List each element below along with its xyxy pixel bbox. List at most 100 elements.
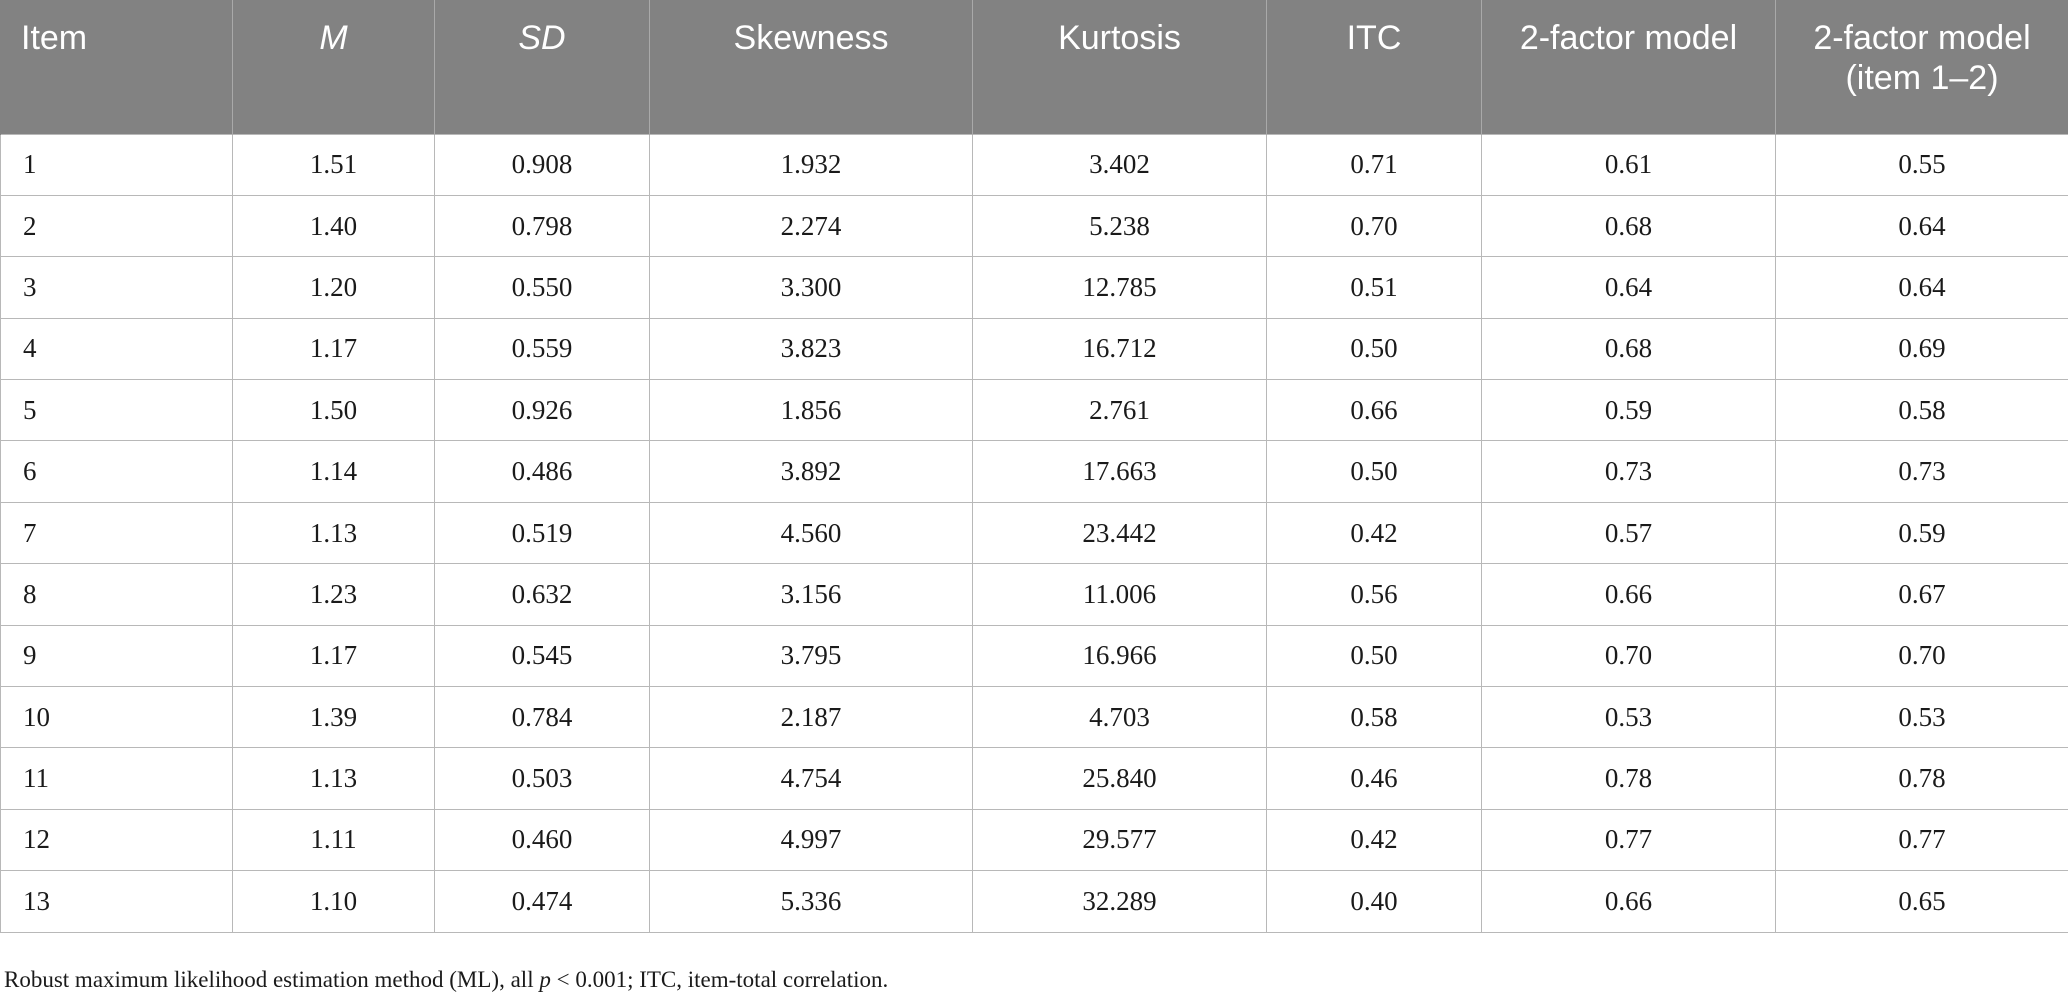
table-cell: 1.10: [232, 870, 435, 933]
table-row: 12 1.11 0.460 4.997 29.577 0.42 0.77 0.77: [0, 808, 2068, 872]
item-number-cell: 10: [0, 686, 233, 749]
table-cell: 0.51: [1266, 256, 1482, 319]
column-header: Skewness: [649, 0, 973, 134]
item-number-cell: 9: [0, 624, 233, 688]
footnote-text-after: < 0.001; ITC, item-total correlation.: [550, 967, 889, 992]
table-cell: 3.823: [649, 317, 973, 381]
table-cell: 1.14: [232, 440, 435, 503]
table-cell: 0.71: [1266, 133, 1482, 196]
table-cell: 0.908: [434, 133, 650, 196]
table-cell: 0.926: [434, 379, 650, 442]
table-cell: 0.64: [1775, 256, 2068, 319]
table-cell: 2.187: [649, 686, 973, 749]
table-cell: 1.51: [232, 133, 435, 196]
table-cell: 0.58: [1775, 379, 2068, 442]
item-number-cell: 13: [0, 870, 233, 933]
table-cell: 0.73: [1775, 440, 2068, 503]
item-number-cell: 5: [0, 379, 233, 442]
table-cell: 17.663: [972, 440, 1267, 503]
table-cell: 1.13: [232, 501, 435, 565]
table-cell: 1.932: [649, 133, 973, 196]
footnote-p-symbol: p: [539, 967, 551, 992]
item-number-cell: 1: [0, 133, 233, 196]
table-cell: 0.545: [434, 624, 650, 688]
item-number-cell: 4: [0, 317, 233, 381]
table-cell: 25.840: [972, 747, 1267, 810]
table-row: 6 1.14 0.486 3.892 17.663 0.50 0.73 0.73: [0, 440, 2068, 503]
table-cell: 0.50: [1266, 440, 1482, 503]
table-cell: 3.156: [649, 563, 973, 626]
column-header: SD: [434, 0, 650, 134]
table-cell: 0.64: [1775, 194, 2068, 258]
table-cell: 16.712: [972, 317, 1267, 381]
table-cell: 0.55: [1775, 133, 2068, 196]
table-cell: 0.798: [434, 194, 650, 258]
table-row: 10 1.39 0.784 2.187 4.703 0.58 0.53 0.53: [0, 686, 2068, 749]
table-cell: 0.550: [434, 256, 650, 319]
table-cell: 0.70: [1775, 624, 2068, 688]
table-cell: 23.442: [972, 501, 1267, 565]
table-row: 11 1.13 0.503 4.754 25.840 0.46 0.78 0.78: [0, 747, 2068, 810]
table-cell: 1.40: [232, 194, 435, 258]
table-cell: 0.784: [434, 686, 650, 749]
table-cell: 0.632: [434, 563, 650, 626]
table-cell: 3.795: [649, 624, 973, 688]
table-cell: 1.50: [232, 379, 435, 442]
table-cell: 2.274: [649, 194, 973, 258]
table-cell: 0.474: [434, 870, 650, 933]
table-body: 1 1.51 0.908 1.932 3.402 0.71 0.61 0.55 2 1.40 0.7…: [0, 133, 2068, 933]
table-cell: 0.42: [1266, 808, 1482, 872]
item-number-cell: 12: [0, 808, 233, 872]
table-cell: 1.13: [232, 747, 435, 810]
table-cell: 0.68: [1481, 317, 1776, 381]
statistics-table-container: Item M SD Skewness Kurtosis ITC 2-factor model…: [0, 0, 2068, 933]
table-row: 1 1.51 0.908 1.932 3.402 0.71 0.61 0.55: [0, 133, 2068, 196]
table-row: 9 1.17 0.545 3.795 16.966 0.50 0.70 0.70: [0, 624, 2068, 688]
table-cell: 5.238: [972, 194, 1267, 258]
table-cell: 0.460: [434, 808, 650, 872]
table-cell: 0.53: [1775, 686, 2068, 749]
table-cell: 0.78: [1481, 747, 1776, 810]
table-cell: 0.58: [1266, 686, 1482, 749]
table-cell: 32.289: [972, 870, 1267, 933]
table-cell: 1.11: [232, 808, 435, 872]
table-cell: 5.336: [649, 870, 973, 933]
table-cell: 16.966: [972, 624, 1267, 688]
table-cell: 0.50: [1266, 317, 1482, 381]
table-cell: 1.17: [232, 317, 435, 381]
table-cell: 0.67: [1775, 563, 2068, 626]
table-cell: 0.53: [1481, 686, 1776, 749]
table-cell: 12.785: [972, 256, 1267, 319]
table-cell: 3.402: [972, 133, 1267, 196]
table-cell: 3.892: [649, 440, 973, 503]
table-row: 4 1.17 0.559 3.823 16.712 0.50 0.68 0.69: [0, 317, 2068, 381]
table-cell: 0.65: [1775, 870, 2068, 933]
table-cell: 0.56: [1266, 563, 1482, 626]
table-cell: 2.761: [972, 379, 1267, 442]
column-header: Kurtosis: [972, 0, 1267, 134]
table-cell: 0.59: [1481, 379, 1776, 442]
table-cell: 0.64: [1481, 256, 1776, 319]
table-cell: 1.23: [232, 563, 435, 626]
table-cell: 0.66: [1266, 379, 1482, 442]
footnote-text-before: Robust maximum likelihood estimation met…: [4, 967, 540, 992]
table-cell: 4.997: [649, 808, 973, 872]
table-cell: 1.39: [232, 686, 435, 749]
table-cell: 0.486: [434, 440, 650, 503]
table-cell: 4.703: [972, 686, 1267, 749]
table-cell: 0.40: [1266, 870, 1482, 933]
table-row: 3 1.20 0.550 3.300 12.785 0.51 0.64 0.64: [0, 256, 2068, 319]
item-statistics-table: Item M SD Skewness Kurtosis ITC 2-factor model…: [0, 0, 2068, 933]
table-cell: 0.77: [1481, 808, 1776, 872]
table-cell: 29.577: [972, 808, 1267, 872]
item-number-cell: 11: [0, 747, 233, 810]
table-cell: 0.42: [1266, 501, 1482, 565]
table-cell: 0.70: [1266, 194, 1482, 258]
column-header: Item: [0, 0, 233, 134]
table-cell: 0.59: [1775, 501, 2068, 565]
table-footnote: Robust maximum likelihood estimation met…: [4, 967, 888, 993]
item-number-cell: 3: [0, 256, 233, 319]
column-header: 2-factor model (item 1–2): [1775, 0, 2068, 134]
table-cell: 4.754: [649, 747, 973, 810]
table-row: 13 1.10 0.474 5.336 32.289 0.40 0.66 0.65: [0, 870, 2068, 933]
